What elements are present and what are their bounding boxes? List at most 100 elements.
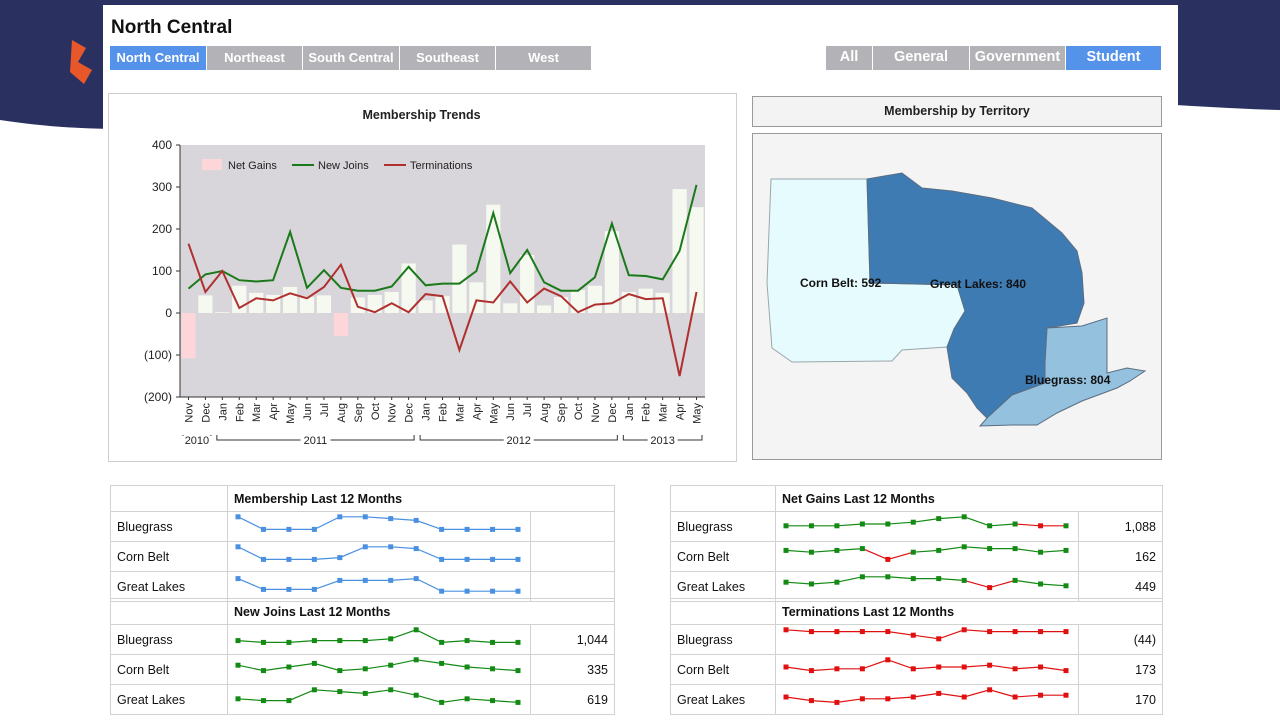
tab-south-central[interactable]: South Central (303, 46, 400, 70)
sparkline-point (388, 662, 394, 668)
y-tick-label: (100) (144, 348, 172, 362)
map-label-corn-belt: Corn Belt: 592 (800, 276, 882, 290)
tab-southeast[interactable]: Southeast (400, 46, 496, 70)
sparkline-point (235, 544, 241, 550)
sparkline-point (337, 555, 343, 561)
net-gains-bar[interactable] (570, 289, 586, 313)
sparkline-line (785, 629, 1066, 640)
sparkline-point (235, 576, 241, 582)
sparkline-point (490, 588, 496, 594)
net-gains-bar[interactable] (655, 292, 670, 313)
tab-west[interactable]: West (496, 46, 592, 70)
sparkline-segment (938, 516, 965, 520)
sparkline (783, 657, 1069, 674)
x-tick-label: Aug (336, 403, 348, 423)
net-gains-bar[interactable] (181, 313, 196, 359)
sparkline-line (785, 659, 1067, 672)
net-gains-bar[interactable] (198, 295, 213, 313)
tab-northeast[interactable]: Northeast (207, 46, 303, 70)
legend-label: Terminations (410, 160, 473, 172)
sparkline-point (286, 526, 292, 532)
net-gains-bar[interactable] (621, 292, 636, 313)
net-gains-bar[interactable] (316, 295, 332, 313)
sparkline-point (286, 698, 292, 704)
spark-table-new-joins: New Joins Last 12 Months Bluegrass 1,044 … (110, 598, 615, 715)
net-gains-bar[interactable] (367, 294, 382, 313)
sparkline-point (413, 627, 419, 633)
sparkline-segment (964, 546, 990, 550)
sparkline-segment (1040, 549, 1067, 553)
net-gains-bar[interactable] (553, 297, 569, 313)
sparkline-line (237, 577, 518, 592)
sparkline-point (235, 662, 241, 668)
sparkline-point (987, 585, 993, 591)
legend-label: New Joins (318, 160, 369, 172)
sparkline-point (834, 699, 840, 705)
sparkline-point (235, 696, 241, 702)
x-tick-label: Jun (505, 403, 517, 421)
sparkline-point (987, 523, 993, 529)
net-gains-bar[interactable] (299, 297, 315, 313)
year-label: 2012 (506, 435, 530, 447)
sparkline-point (515, 668, 521, 674)
sparkline-point (1063, 629, 1069, 635)
sparkline-segment (862, 548, 889, 560)
net-gains-bar[interactable] (333, 313, 348, 337)
sparkline-segment (989, 523, 1016, 527)
sparkline-segment (913, 549, 939, 553)
sparkline-segment (887, 576, 914, 580)
net-gains-bar[interactable] (638, 288, 653, 313)
sparkline-point (783, 627, 789, 633)
x-tick-label: May (488, 403, 500, 424)
net-gains-bar[interactable] (520, 255, 535, 313)
net-gains-bar[interactable] (249, 292, 264, 313)
territory-map: Corn Belt: 592 Great Lakes: 840 Bluegras… (766, 172, 1147, 427)
sparkline-point (859, 574, 865, 580)
spark-table-terminations: Terminations Last 12 Months Bluegrass (44… (670, 598, 1163, 715)
year-label: 2011 (304, 435, 328, 447)
year-label-bg (181, 436, 212, 446)
x-tick-label: Oct (370, 403, 382, 420)
tab-government[interactable]: Government (970, 46, 1066, 70)
net-gains-bar[interactable] (452, 244, 467, 313)
spark-row-label: Bluegrass (670, 511, 776, 542)
net-gains-bar[interactable] (604, 231, 619, 313)
sparkline-segment (811, 549, 837, 553)
x-tick-label: May (285, 403, 297, 424)
new-joins-line[interactable] (187, 184, 698, 292)
sparkline-point (235, 638, 241, 644)
sparkline-point (783, 694, 789, 700)
sparkline-point (910, 519, 916, 525)
sparkline-point (260, 639, 266, 645)
x-tick-label: Mar (454, 403, 466, 422)
sparkline-point (362, 544, 368, 550)
net-gains-bar[interactable] (418, 300, 433, 313)
segment-tabs: All General Government Student (826, 46, 1162, 70)
net-gains-bar[interactable] (587, 285, 603, 313)
sparkline-segment (836, 576, 863, 583)
tab-north-central[interactable]: North Central (110, 46, 207, 70)
tab-student[interactable]: Student (1066, 46, 1162, 70)
sparkline-segment (785, 581, 812, 585)
sparkline-point (337, 668, 343, 674)
sparkline (783, 544, 1069, 562)
net-gains-bar[interactable] (689, 207, 704, 313)
sparkline-point (1012, 694, 1018, 700)
membership-trends-title: Membership Trends (362, 108, 481, 122)
net-gains-bar[interactable] (215, 312, 230, 313)
net-gains-bar[interactable] (469, 282, 484, 313)
x-tick-label: Apr (268, 403, 280, 420)
net-gains-bar[interactable] (503, 303, 518, 313)
y-tick-label: 200 (152, 222, 172, 236)
map-region-bluegrass[interactable] (978, 317, 1147, 427)
tab-all[interactable]: All (826, 46, 873, 70)
terminations-line[interactable] (187, 243, 698, 377)
net-gains-bar[interactable] (282, 286, 298, 313)
sparkline-point (388, 544, 394, 550)
sparkline-point (961, 664, 967, 670)
tab-general[interactable]: General (873, 46, 970, 70)
net-gains-bar[interactable] (401, 263, 416, 313)
net-gains-bar[interactable] (537, 305, 552, 313)
x-tick-label: Oct (573, 403, 585, 420)
net-gains-bar[interactable] (486, 204, 501, 313)
